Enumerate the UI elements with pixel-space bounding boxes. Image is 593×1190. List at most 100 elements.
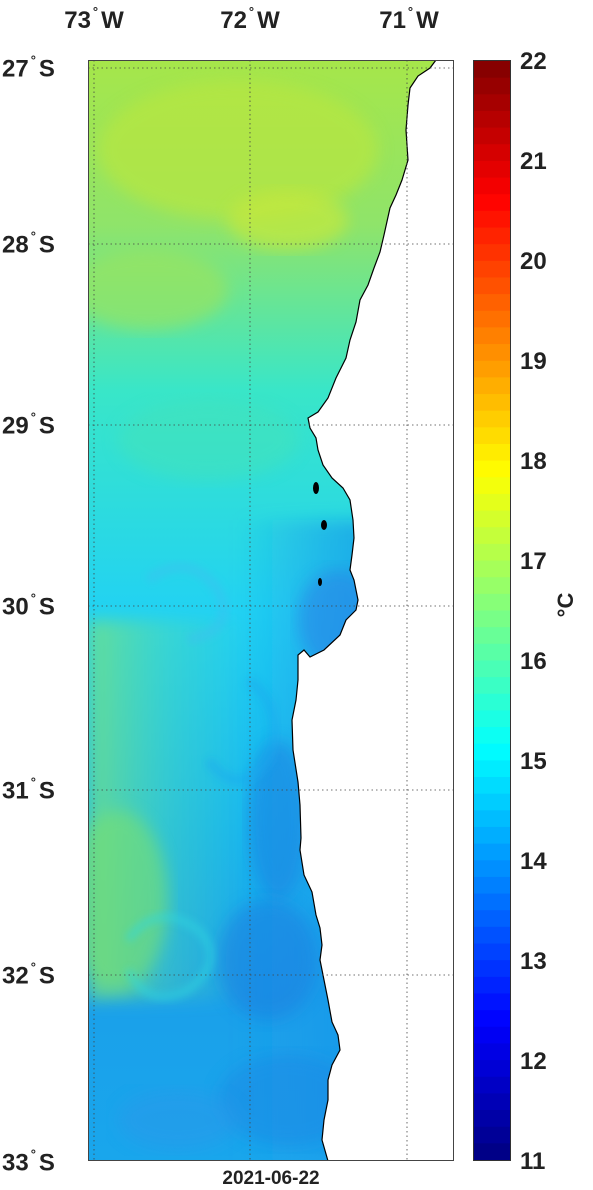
- island-mark: [321, 520, 327, 530]
- colorbar-step: [474, 876, 510, 895]
- colorbar-step: [474, 893, 510, 911]
- colorbar-step: [474, 627, 510, 645]
- colorbar-step: [474, 77, 510, 95]
- island-mark: [318, 578, 322, 586]
- colorbar-tick-11: 11: [520, 1148, 546, 1175]
- lat-label-31s: 31 ° S: [2, 774, 55, 805]
- colorbar-tick-20: 20: [520, 248, 547, 275]
- colorbar-step: [474, 943, 510, 961]
- colorbar-step: [474, 61, 510, 79]
- colorbar-tick-19: 19: [520, 348, 547, 375]
- lon-label-73w: 73 ° W: [64, 4, 124, 34]
- colorbar-step: [474, 210, 510, 229]
- colorbar-step: [474, 560, 510, 578]
- colorbar-step: [474, 910, 510, 928]
- colorbar-step: [474, 360, 510, 378]
- lat-label-27s: 27 ° S: [2, 52, 55, 83]
- colorbar: [473, 60, 511, 1161]
- colorbar-step: [474, 543, 510, 562]
- sea-surface: [88, 60, 436, 1161]
- colorbar-step: [474, 810, 510, 828]
- lat-label-29s: 29 ° S: [2, 409, 55, 440]
- colorbar-step: [474, 1110, 510, 1128]
- colorbar-step: [474, 493, 510, 512]
- colorbar-tick-13: 13: [520, 948, 547, 975]
- colorbar-step: [474, 760, 510, 778]
- colorbar-step: [474, 110, 510, 129]
- colorbar-unit: °C: [553, 592, 578, 618]
- graticule: [88, 60, 454, 1161]
- colorbar-step: [474, 1010, 510, 1028]
- colorbar-step: [474, 727, 510, 745]
- colorbar-step: [474, 310, 510, 329]
- colorbar-step: [474, 677, 510, 695]
- colorbar-step: [474, 160, 510, 179]
- colorbar-step: [474, 643, 510, 662]
- colorbar-step: [474, 194, 510, 212]
- colorbar-step: [474, 244, 510, 262]
- sst-map-canvas: [88, 60, 454, 1161]
- lon-label-72w: 72 ° W: [220, 4, 280, 34]
- colorbar-tick-14: 14: [520, 848, 547, 875]
- colorbar-step: [474, 377, 510, 395]
- colorbar-step: [474, 394, 510, 412]
- coastline: [291, 60, 437, 1161]
- colorbar-step: [474, 777, 510, 795]
- colorbar-step: [474, 860, 510, 878]
- colorbar-step: [474, 710, 510, 728]
- colorbar-step: [474, 993, 510, 1011]
- colorbar-step: [474, 127, 510, 145]
- lat-label-33s: 33 ° S: [2, 1146, 55, 1177]
- colorbar-step: [474, 593, 510, 612]
- colorbar-step: [474, 260, 510, 279]
- colorbar-step: [474, 1093, 510, 1111]
- colorbar-step: [474, 610, 510, 628]
- colorbar-step: [474, 327, 510, 345]
- colorbar-step: [474, 344, 510, 362]
- colorbar-step: [474, 477, 510, 495]
- colorbar-step: [474, 510, 510, 528]
- colorbar-step: [474, 443, 510, 462]
- colorbar-step: [474, 976, 510, 995]
- map-frame: [88, 60, 454, 1161]
- lat-label-32s: 32 ° S: [2, 959, 55, 990]
- colorbar-step: [474, 227, 510, 245]
- colorbar-step: [474, 960, 510, 978]
- colorbar-step: [474, 1043, 510, 1061]
- map-date: 2021-06-22: [222, 1168, 320, 1189]
- lat-label-30s: 30 ° S: [2, 590, 55, 621]
- colorbar-step: [474, 926, 510, 945]
- colorbar-step: [474, 743, 510, 761]
- colorbar-step: [474, 1060, 510, 1078]
- colorbar-step: [474, 843, 510, 861]
- colorbar-gradient: [474, 61, 510, 1160]
- colorbar-tick-12: 12: [520, 1048, 547, 1075]
- colorbar-step: [474, 1143, 510, 1160]
- colorbar-step: [474, 693, 510, 712]
- colorbar-step: [474, 277, 510, 295]
- colorbar-step: [474, 1076, 510, 1094]
- colorbar-step: [474, 793, 510, 811]
- sst-map: [88, 60, 454, 1161]
- colorbar-step: [474, 177, 510, 195]
- colorbar-step: [474, 427, 510, 445]
- colorbar-tick-17: 17: [520, 548, 547, 575]
- colorbar-tick-16: 16: [520, 648, 547, 675]
- colorbar-tick-22: 22: [520, 48, 547, 75]
- colorbar-step: [474, 144, 510, 162]
- colorbar-step: [474, 577, 510, 595]
- colorbar-tick-15: 15: [520, 748, 547, 775]
- colorbar-step: [474, 527, 510, 545]
- colorbar-step: [474, 660, 510, 678]
- colorbar-step: [474, 294, 510, 312]
- lat-label-28s: 28 ° S: [2, 228, 55, 259]
- colorbar-step: [474, 460, 510, 478]
- island-mark: [313, 482, 319, 494]
- colorbar-step: [474, 94, 510, 112]
- colorbar-step: [474, 1026, 510, 1045]
- colorbar-step: [474, 826, 510, 845]
- colorbar-tick-18: 18: [520, 448, 547, 475]
- colorbar-step: [474, 1126, 510, 1144]
- lon-label-71w: 71 ° W: [379, 4, 439, 34]
- colorbar-tick-21: 21: [520, 148, 547, 175]
